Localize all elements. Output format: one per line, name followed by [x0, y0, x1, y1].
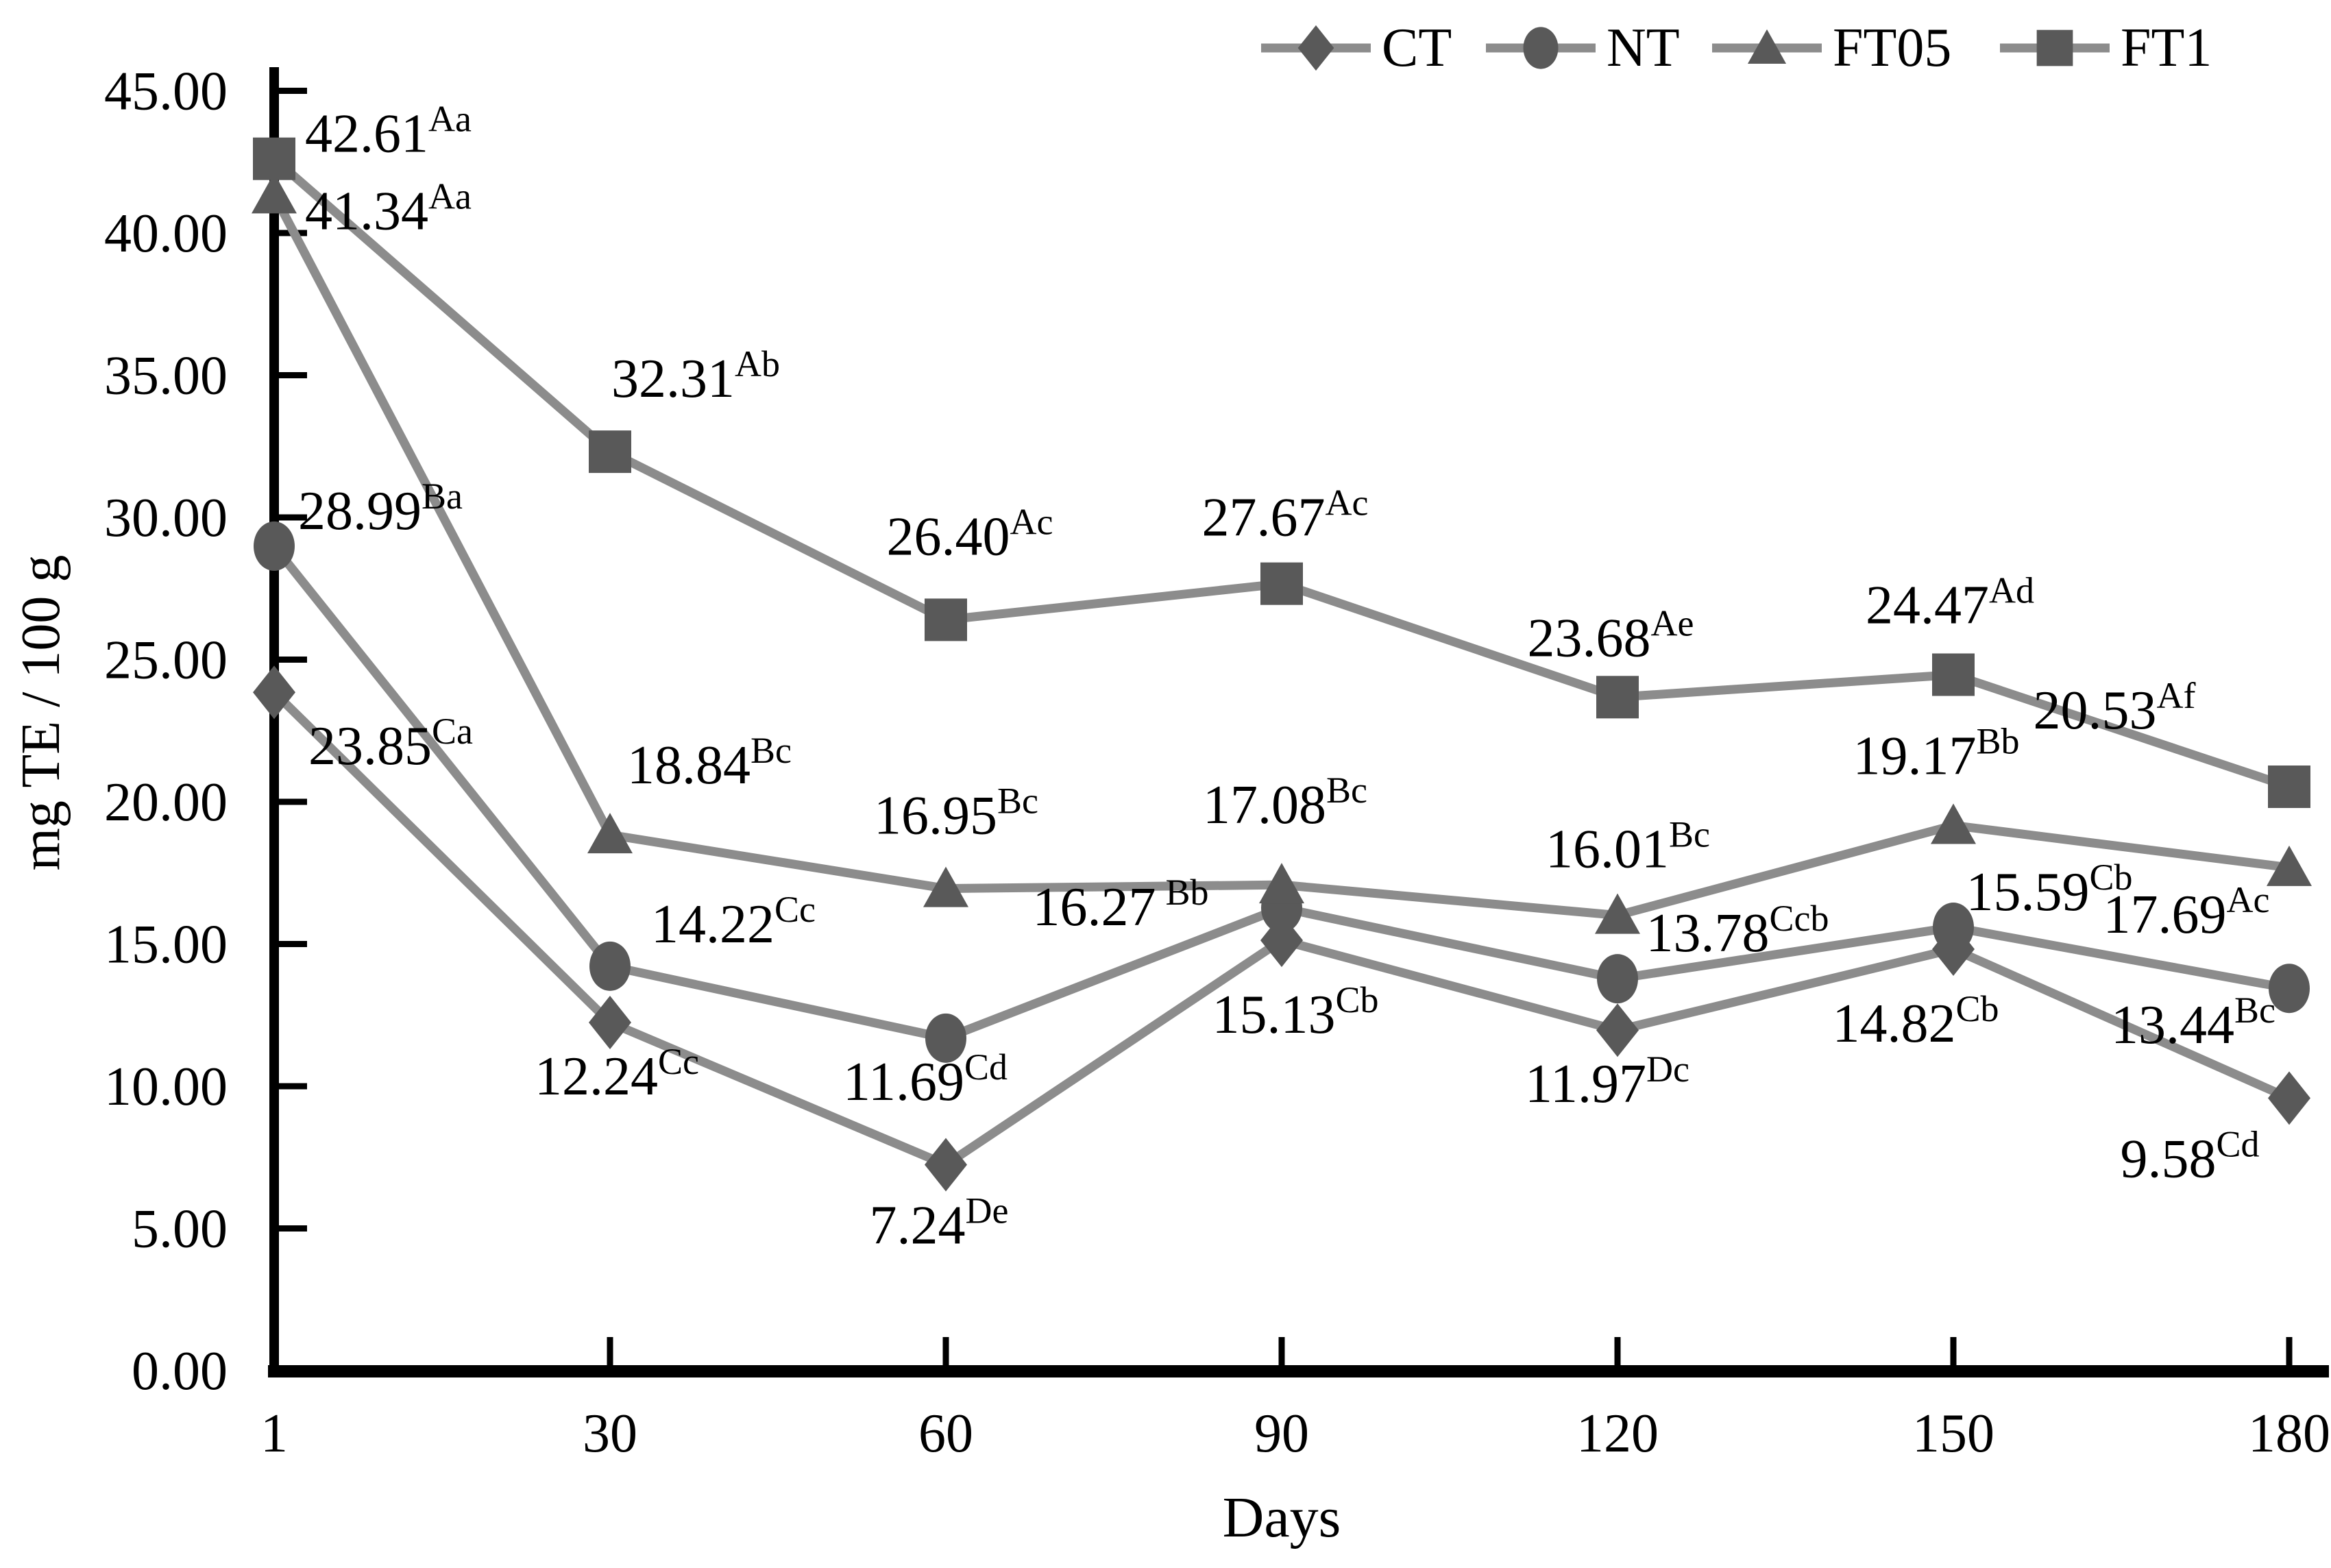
series-FT1-line	[271, 155, 2291, 792]
point-label-NT-day-120: 13.78Ccb	[1646, 898, 1829, 964]
series-CT-markers	[253, 665, 2310, 1192]
CT-marker-day-150	[1932, 922, 1975, 976]
series-markers	[252, 137, 2312, 1192]
NT-marker-day-1	[254, 521, 295, 571]
y-tick-label: 10.00	[104, 1057, 228, 1117]
point-label-FT1-day-150: 24.47Ad	[1866, 569, 2034, 635]
x-tick-label: 1	[260, 1404, 288, 1464]
FT1-marker-day-150	[1932, 653, 1975, 696]
point-label-NT-day-150: 15.59Cb	[1966, 857, 2132, 922]
y-tick-label: 30.00	[104, 488, 228, 548]
y-tick-label: 45.00	[104, 62, 228, 122]
point-label-NT-day-180: 13.44Bc	[2111, 990, 2275, 1055]
FT05-marker-day-1	[252, 173, 297, 214]
series-FT1-markers	[253, 137, 2310, 809]
y-tick-label: 5.00	[132, 1199, 228, 1260]
legend-label-FT1: FT1	[2121, 18, 2212, 78]
FT1-marker-day-60	[925, 598, 967, 641]
point-label-FT05-day-60: 16.95Bc	[874, 781, 1038, 846]
point-label-CT-day-90: 15.13Cb	[1212, 979, 1378, 1045]
point-label-FT05-day-30: 18.84Bc	[627, 730, 792, 796]
point-label-NT-day-60: 11.69Cd	[843, 1046, 1008, 1112]
FT05-marker-day-150	[1931, 803, 1976, 844]
y-tick-label: 25.00	[104, 630, 228, 691]
legend-item-FT05: FT05	[1712, 18, 1951, 78]
x-tick-label: 30	[583, 1404, 637, 1464]
NT-marker-day-180	[2269, 964, 2310, 1014]
FT05-marker-day-60	[923, 866, 968, 907]
point-label-CT-day-120: 11.97Dc	[1525, 1049, 1689, 1114]
FT1-marker-day-120	[1596, 676, 1639, 719]
legend-label-NT: NT	[1607, 18, 1680, 78]
y-tick-label: 35.00	[104, 346, 228, 406]
y-axis-title: mg TE / 100 g	[11, 555, 71, 871]
point-label-CT-day-180: 9.58Cd	[2120, 1123, 2259, 1189]
legend-triangle-icon	[1747, 29, 1787, 64]
x-tick-label: 60	[918, 1404, 973, 1464]
x-tick-label: 90	[1254, 1404, 1309, 1464]
legend-item-CT: CT	[1261, 18, 1452, 78]
x-tick-label: 150	[1912, 1404, 1994, 1464]
point-label-NT-day-90: 16.27 Bb	[1032, 872, 1208, 938]
point-label-FT05-day-1: 41.34Aa	[305, 175, 472, 241]
CT-marker-day-180	[2268, 1071, 2310, 1125]
point-label-FT05-day-180: 17.69Ac	[2103, 879, 2270, 945]
legend-item-FT1: FT1	[2000, 18, 2212, 78]
point-label-FT05-day-90: 17.08Bc	[1203, 770, 1367, 835]
point-label-CT-day-30: 12.24Cc	[535, 1041, 699, 1107]
FT05-marker-day-90	[1259, 863, 1304, 904]
point-labels: 23.85Ca 12.24Cc 7.24De 15.13Cb 11.97Dc 14.82C…	[298, 99, 2275, 1256]
x-axis-title: Days	[1223, 1486, 1341, 1549]
y-tick-label: 15.00	[104, 915, 228, 975]
legend-label-FT05: FT05	[1833, 18, 1951, 78]
FT05-marker-day-120	[1595, 893, 1640, 934]
point-label-FT1-day-60: 26.40Ac	[887, 501, 1053, 567]
legend-square-icon	[2036, 29, 2073, 66]
FT1-marker-day-1	[253, 137, 295, 180]
y-tick-label: 20.00	[104, 772, 228, 833]
point-label-FT05-day-120: 16.01Bc	[1546, 814, 1710, 880]
NT-marker-day-60	[925, 1013, 966, 1063]
y-tick-label: 40.00	[104, 204, 228, 264]
FT1-marker-day-180	[2268, 765, 2310, 809]
legend-label-CT: CT	[1382, 18, 1452, 78]
series-FT05-markers	[252, 173, 2312, 934]
legend-circle-icon	[1523, 27, 1559, 69]
x-tick-label: 120	[1576, 1404, 1659, 1464]
point-label-FT1-day-90: 27.67Ac	[1202, 482, 1369, 548]
point-label-FT1-day-30: 32.31Ab	[611, 343, 780, 409]
CT-marker-day-30	[589, 996, 631, 1050]
point-label-CT-day-1: 23.85Ca	[308, 711, 473, 776]
point-label-CT-day-60: 7.24De	[870, 1190, 1009, 1256]
point-label-FT1-day-120: 23.68Ae	[1528, 602, 1694, 668]
FT1-marker-day-90	[1260, 562, 1303, 605]
point-label-CT-day-150: 14.82Cb	[1832, 988, 1999, 1054]
FT05-marker-day-30	[587, 813, 633, 854]
CT-marker-day-60	[925, 1138, 967, 1192]
point-label-NT-day-1: 28.99Ba	[298, 476, 463, 541]
FT1-marker-day-30	[589, 430, 631, 474]
point-label-FT1-day-180: 20.53Af	[2034, 675, 2196, 741]
CT-marker-day-120	[1596, 1003, 1639, 1057]
point-label-NT-day-30: 14.22Cc	[651, 889, 816, 955]
legend-diamond-icon	[1297, 25, 1334, 71]
point-label-FT1-day-1: 42.61Aa	[305, 99, 472, 164]
CT-marker-day-90	[1260, 914, 1303, 968]
legend-item-NT: NT	[1486, 18, 1680, 78]
FT05-marker-day-180	[2267, 845, 2312, 886]
legend: CT NT FT05 FT1	[1261, 18, 2212, 78]
axes: 0.00 5.00 10.00 15.00 20.00 25.00 30.00 35.00 40…	[104, 62, 2330, 1465]
NT-marker-day-30	[589, 941, 631, 991]
CT-marker-day-1	[253, 665, 295, 720]
y-tick-label: 0.00	[132, 1341, 228, 1401]
x-tick-label: 180	[2248, 1404, 2330, 1464]
point-label-FT05-day-150: 19.17Bb	[1853, 720, 2019, 786]
NT-marker-day-120	[1597, 954, 1638, 1004]
